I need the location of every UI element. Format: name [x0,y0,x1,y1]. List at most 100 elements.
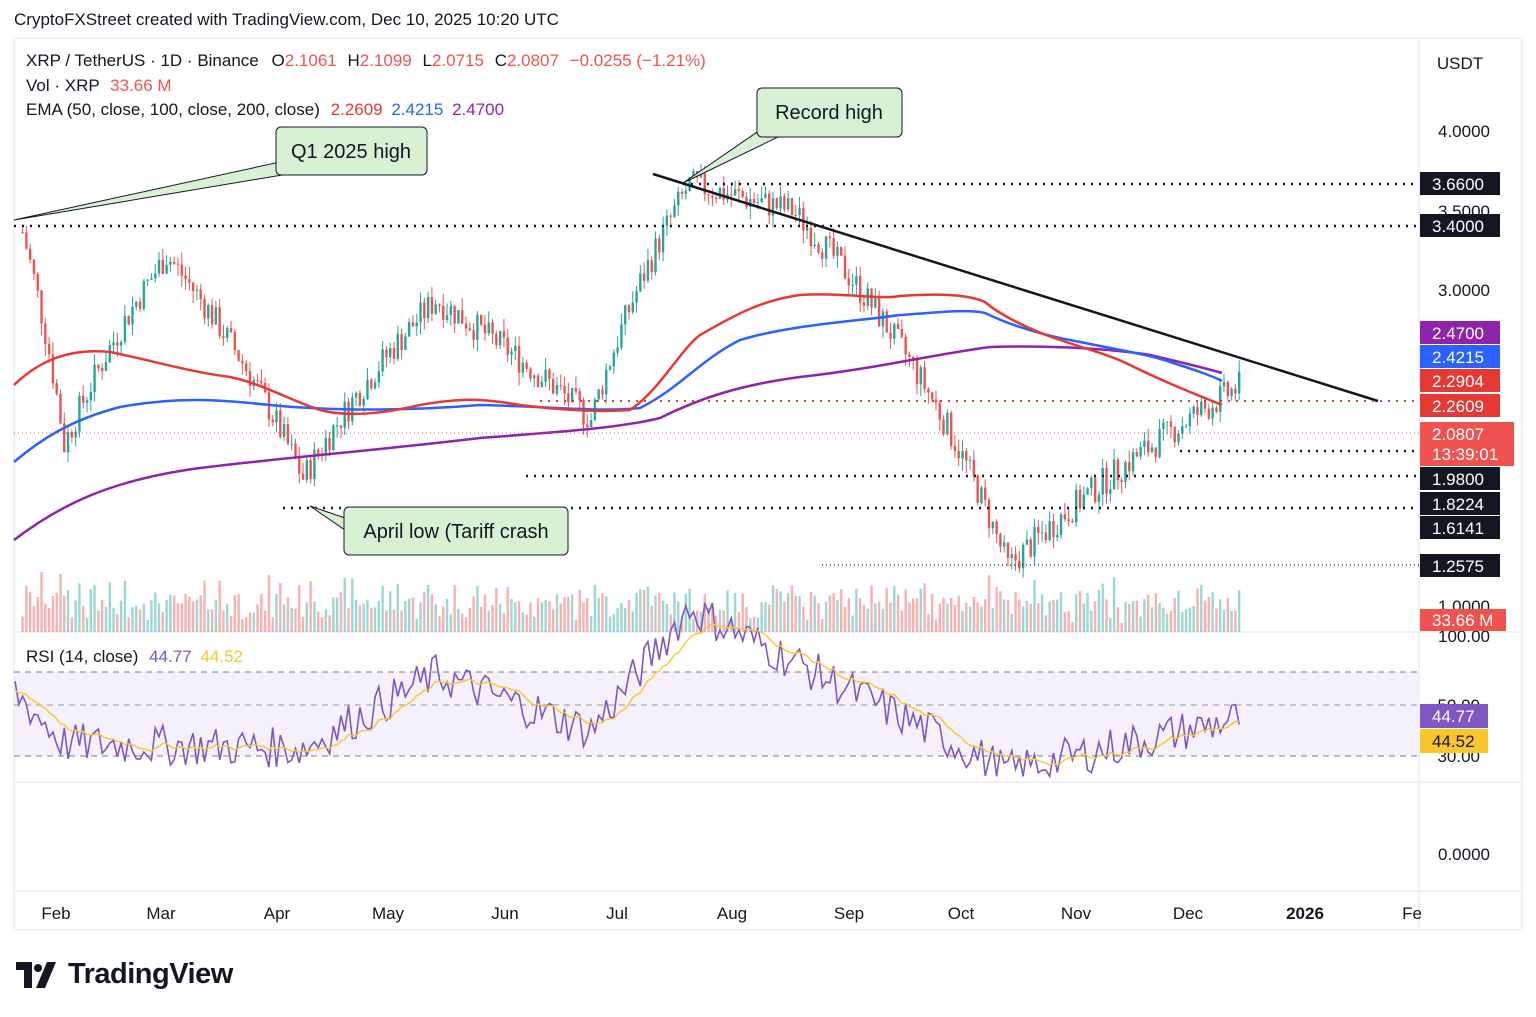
candle [597,389,600,403]
volume-bar [639,589,642,632]
candle [396,325,399,362]
volume-bar [1196,588,1199,632]
volume-bar [74,600,77,632]
candle [760,186,763,204]
volume-bar [415,618,418,632]
volume-bar [135,605,138,632]
candle [1040,520,1044,543]
volume-bar [669,614,672,632]
volume-bar [915,598,919,632]
candle [135,301,138,311]
callout-q1-high[interactable]: Q1 2025 high [13,126,428,221]
candle [1162,418,1165,441]
candle [612,349,616,374]
volume-bar [752,616,756,632]
volume-bar [347,608,350,632]
volume-bar [908,602,911,632]
volume-bar [400,610,403,632]
candle [214,300,218,325]
candle [1067,508,1070,527]
candle [635,285,638,313]
volume-bar [335,597,339,632]
volume-bar [1006,599,1010,632]
candle [1143,432,1146,455]
candle [828,231,832,248]
candle [1105,461,1108,505]
volume-bar [938,603,941,632]
callout-april-low[interactable]: April low (Tariff crash [309,505,569,556]
volume-bar [999,591,1002,632]
candle [764,186,767,199]
candle [847,268,850,296]
volume-bar [809,591,813,632]
volume-bar [1173,597,1176,632]
volume-bar [47,607,51,632]
candle [639,265,642,293]
volume-bar [328,615,331,632]
candle [366,368,369,401]
volume-bar [696,610,699,632]
volume-bar [612,614,616,632]
price-tag-3-6600: 3.6600 [1420,172,1500,195]
candle [677,186,680,216]
volume-bar [544,599,547,632]
volume-bar [517,601,521,632]
tradingview-logo[interactable]: TradingView [16,958,233,991]
time-tick: Fe [1402,904,1422,923]
volume-bar [381,585,384,632]
legend-rsi: RSI (14, close) 44.77 44.52 [26,647,243,667]
candle [271,415,274,427]
volume-bar [972,596,976,632]
legend-rsi-ma-value: 44.52 [200,647,243,666]
candle [286,417,290,446]
volume-bar [51,596,55,632]
candle [783,193,786,213]
volume-bar [881,608,885,632]
volume-bar [1234,610,1237,632]
volume-bar [411,597,415,632]
callout-record-high[interactable]: Record high [682,87,903,184]
price-tag-text: 2.0807 [1432,425,1484,444]
volume-bar [923,583,926,632]
volume-bar [1203,600,1207,632]
volume-bar [900,610,904,632]
volume-bar [1018,599,1021,632]
candle [551,372,555,395]
candle [1120,477,1123,494]
volume-bar [472,596,475,632]
volume-bar [430,594,434,632]
candle [1165,421,1169,435]
candle [1169,415,1173,439]
candle [881,308,885,339]
candle [1234,383,1237,401]
volume-bar [389,591,392,632]
descending-trendline[interactable] [652,172,1379,403]
candle [934,390,938,411]
time-axis: Feb Mar Apr May Jun Jul Aug Sep Oct Nov Dec 2026 Fe [41,904,1422,923]
legend-ema100: 2.4215 [391,100,444,119]
volume-bar [1082,603,1085,632]
candle [237,349,240,362]
volume-bar [828,595,832,632]
volume-bar [36,596,39,632]
candle [968,455,972,470]
volume-bar [559,603,562,632]
volume-bar [366,599,369,632]
volume-bar [426,584,430,632]
volume-bar [722,610,725,632]
legend-close: 2.0807 [506,51,559,70]
volume-bar [396,584,399,632]
volume-bar [858,598,862,632]
candle [567,382,570,412]
volume-bar [1021,606,1025,632]
candle [900,319,904,339]
volume-bar [93,585,96,632]
volume-bar [1052,599,1055,632]
candlesticks[interactable] [21,164,1241,578]
volume-bar [1237,590,1241,632]
volume-bar [271,617,274,632]
candle [832,227,835,259]
candle [536,373,540,389]
